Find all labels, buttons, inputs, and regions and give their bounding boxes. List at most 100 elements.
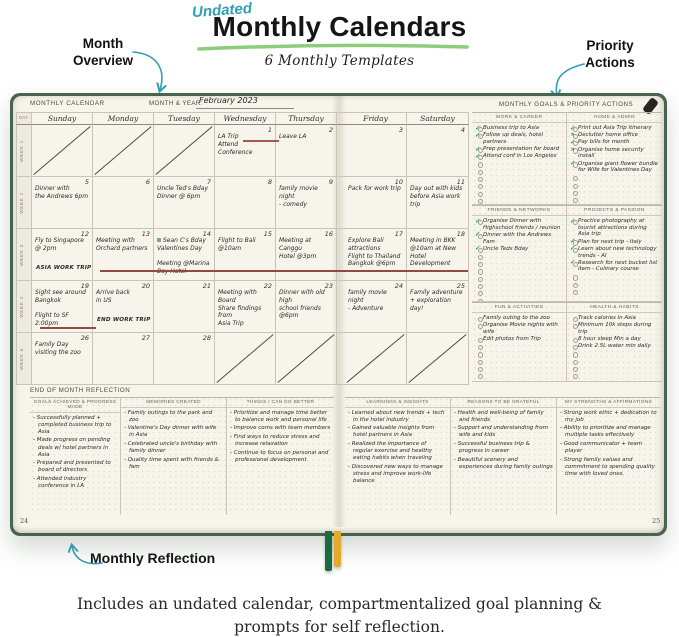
bookmark-ribbon-green bbox=[325, 531, 332, 571]
date-number: 22 bbox=[263, 282, 272, 290]
goal-item: Minimum 10k steps during trip bbox=[570, 322, 660, 335]
goal-box: WORK & CAREER ✓ Business trip to Asia ✓ Foll… bbox=[472, 112, 567, 205]
date-number: 19 bbox=[80, 282, 89, 290]
monthly-calendar-header: MONTHLY CALENDAR bbox=[30, 100, 105, 107]
goal-empty-row bbox=[475, 268, 564, 275]
month-year-label: MONTH & YEAR: bbox=[149, 100, 203, 107]
asia-work-trip-line bbox=[100, 270, 468, 272]
goal-item-text: Organise home security install bbox=[578, 146, 644, 160]
day-header: Thursday bbox=[276, 112, 337, 125]
circle-checkbox bbox=[475, 365, 483, 373]
date-number: 17 bbox=[394, 230, 403, 238]
cell-entry: Explore Bali attractions Flight to Thail… bbox=[348, 237, 401, 268]
circle-icon bbox=[477, 134, 483, 140]
cell-entry: family movie night - Adventure bbox=[348, 289, 387, 312]
day-header: Friday bbox=[345, 112, 407, 125]
calendar-cell bbox=[407, 333, 469, 385]
reflection-item: - Realized the importance of regular exe… bbox=[348, 441, 433, 462]
reflection-column: REASONS TO BE GRATEFUL - Health and well-… bbox=[450, 397, 556, 515]
month-year-value: February 2023 bbox=[199, 96, 258, 105]
crossed-out-line bbox=[215, 333, 275, 384]
checked-circle: ✓ bbox=[570, 139, 578, 147]
goal-item-text: Plan for next trip - Italy bbox=[578, 238, 642, 245]
goal-empty-row bbox=[475, 358, 564, 365]
spine-gap bbox=[337, 112, 345, 125]
month-year-underline bbox=[196, 108, 294, 109]
goal-empty-row bbox=[475, 197, 564, 204]
date-number: 20 bbox=[141, 282, 150, 290]
date-number: 7 bbox=[206, 178, 211, 186]
subtitle: 6 Monthly Templates bbox=[264, 53, 415, 69]
circle-icon bbox=[477, 345, 483, 351]
goal-item-text: Family outing to the zoo bbox=[483, 315, 550, 321]
reflection-item: - Attended industry conference in LA bbox=[33, 476, 87, 490]
circle-icon bbox=[572, 162, 578, 168]
goal-item: ✓ Practice photography at tourist attract… bbox=[570, 218, 660, 238]
goal-empty-row bbox=[570, 274, 660, 281]
calendar-cell bbox=[93, 125, 154, 177]
circle-checkbox bbox=[475, 260, 483, 268]
date-number: 11 bbox=[456, 178, 465, 186]
reflection-item: - Strong family values and commitment to… bbox=[560, 456, 655, 478]
circle-icon bbox=[572, 316, 578, 322]
reflection-item: - Successfully planned + completed busin… bbox=[33, 414, 112, 435]
goal-item-text: Minimum 10k steps during trip bbox=[578, 322, 652, 335]
callout-priority-actions: Priority Actions bbox=[585, 38, 635, 70]
checked-circle: ✓ bbox=[570, 125, 578, 132]
reflection-column: MY STRENGTHS & AFFIRMATIONS - Strong work… bbox=[556, 397, 660, 515]
highlight-icon bbox=[157, 238, 161, 242]
reflection-title: END OF MONTH REFLECTION bbox=[30, 387, 131, 394]
reflection-left-columns: GOALS ACHIEVED & PROGRESS MADE - Successf… bbox=[30, 397, 334, 515]
goal-empty-row bbox=[475, 182, 564, 190]
reflection-item: - Ability to prioritize and manage multi… bbox=[560, 425, 651, 439]
goal-empty-row bbox=[475, 343, 564, 351]
goal-box-title: FUN & ACTIVITIES bbox=[472, 302, 566, 313]
cell-entry: Dinner with the Andrews 6pm bbox=[35, 185, 89, 200]
check-icon: ✓ bbox=[570, 217, 576, 225]
goal-empty-row bbox=[570, 288, 660, 296]
goal-empty-row bbox=[475, 373, 564, 380]
spine-gap bbox=[337, 281, 345, 333]
circle-checkbox bbox=[570, 343, 578, 351]
circle-icon bbox=[477, 298, 483, 301]
migrate-arrow-icon: > bbox=[571, 146, 575, 153]
reflection-column-title: MY STRENGTHS & AFFIRMATIONS bbox=[557, 397, 660, 408]
migrated-circle: > bbox=[570, 132, 578, 140]
calendar-cell: 25 Family adventure + exploration day! bbox=[407, 281, 469, 333]
reflection-item: - Quality time spent with friends & fam bbox=[124, 456, 219, 470]
week-label: WEEK 4 bbox=[16, 281, 32, 333]
circle-checkbox bbox=[475, 343, 483, 351]
cell-entry: Dinner with old high school friends @6pm bbox=[279, 289, 325, 320]
circle-icon bbox=[477, 316, 483, 322]
reflection-item: - Support and understanding from wife an… bbox=[454, 425, 548, 439]
caption: Includes an undated calendar, compartmen… bbox=[77, 595, 602, 637]
circle-checkbox bbox=[570, 174, 578, 182]
goal-item-text: Follow up deals, hotel partners bbox=[483, 132, 543, 145]
spine-gap bbox=[337, 229, 345, 281]
calendar-cell: 10 Pack for work trip bbox=[345, 177, 407, 229]
circle-checkbox bbox=[570, 336, 578, 344]
check-icon: ✓ bbox=[475, 152, 481, 160]
goal-empty-row bbox=[475, 282, 564, 290]
date-number: 16 bbox=[324, 230, 333, 238]
goal-empty-row bbox=[475, 253, 564, 260]
circle-icon bbox=[572, 359, 578, 365]
calendar-cell: 20 Arrive back in US END WORK TRIP bbox=[93, 281, 154, 333]
circle-checkbox bbox=[570, 351, 578, 358]
cell-entry: Meeting with Orchard partners bbox=[96, 237, 148, 252]
goals-panel-title: MONTHLY GOALS & PRIORITY ACTIONS bbox=[498, 101, 634, 108]
checked-circle: ✓ bbox=[570, 238, 578, 246]
check-icon: ✓ bbox=[570, 238, 576, 246]
circle-checkbox bbox=[570, 189, 578, 196]
goal-empty-row bbox=[570, 372, 660, 380]
cell-entry: family movie night - comedy bbox=[279, 185, 318, 208]
goal-empty-row bbox=[570, 182, 660, 189]
circle-icon bbox=[572, 126, 578, 132]
calendar-cell: 18 Meeting in BKK @10am at New Hotel Deve… bbox=[407, 229, 469, 281]
calendar-cell bbox=[345, 333, 407, 385]
checked-circle: ✓ bbox=[475, 231, 483, 239]
goal-item: ✓ Prep presentation for board bbox=[475, 146, 564, 154]
migrated-circle: > bbox=[570, 147, 578, 154]
reflection-column-title: THINGS I CAN DO BETTER bbox=[227, 397, 334, 408]
calendar-cell: 6 bbox=[93, 177, 154, 229]
